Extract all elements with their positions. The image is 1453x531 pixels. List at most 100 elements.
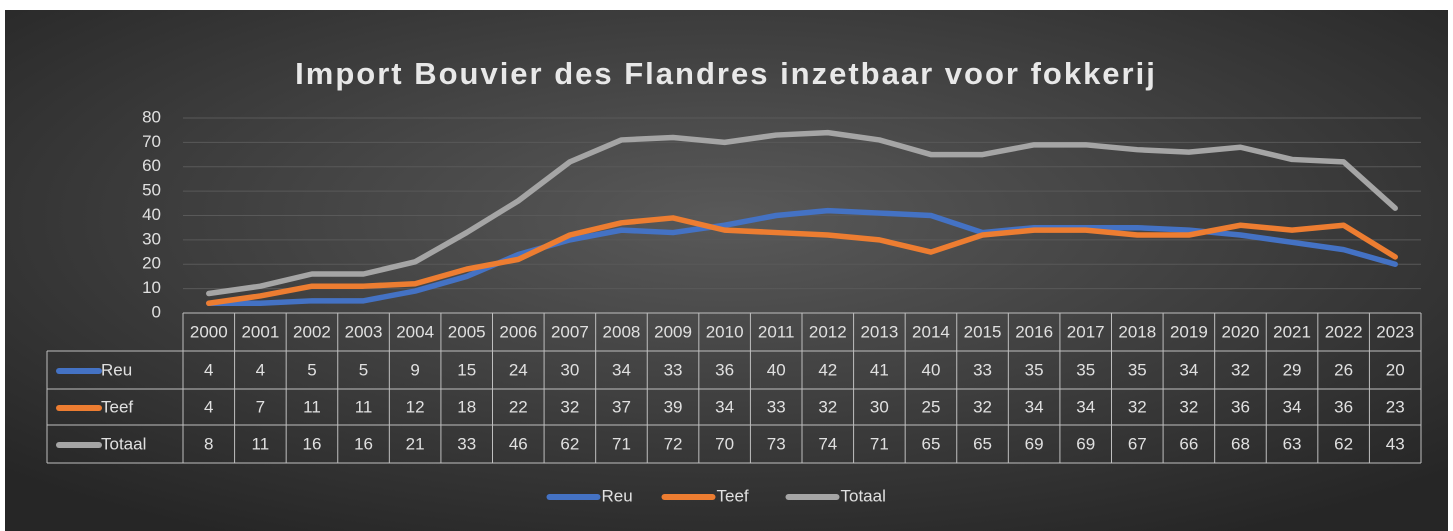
table-row-label: Teef	[101, 397, 133, 416]
table-cell: 33	[767, 397, 786, 416]
table-cell: 34	[612, 360, 631, 379]
table-cell: 5	[359, 360, 368, 379]
table-cell: 34	[1179, 360, 1198, 379]
table-cell: 32	[1128, 397, 1147, 416]
table-row-label: Reu	[101, 360, 132, 379]
x-tick-label: 2021	[1273, 322, 1311, 341]
table-cell: 62	[1334, 434, 1353, 453]
table-cell: 30	[560, 360, 579, 379]
table-row-label: Totaal	[101, 434, 146, 453]
table-cell: 26	[1334, 360, 1353, 379]
legend-label: Reu	[602, 486, 633, 505]
x-tick-label: 2011	[758, 322, 795, 341]
table-cell: 4	[204, 360, 213, 379]
legend-label: Totaal	[841, 486, 886, 505]
table-cell: 32	[560, 397, 579, 416]
table-cell: 32	[973, 397, 992, 416]
table-cell: 5	[307, 360, 316, 379]
table-cell: 21	[406, 434, 425, 453]
x-tick-label: 2002	[293, 322, 331, 341]
y-tick-label: 50	[142, 181, 161, 200]
table-cell: 15	[457, 360, 476, 379]
table-cell: 34	[1076, 397, 1095, 416]
table-cell: 73	[767, 434, 786, 453]
table-cell: 40	[767, 360, 786, 379]
table-cell: 36	[715, 360, 734, 379]
table-cell: 4	[256, 360, 265, 379]
table-cell: 11	[303, 397, 321, 416]
series-line	[206, 215, 1398, 306]
table-cell: 41	[870, 360, 889, 379]
table-cell: 70	[715, 434, 734, 453]
table-cell: 46	[509, 434, 528, 453]
table-cell: 32	[1231, 360, 1250, 379]
table-cell: 33	[664, 360, 683, 379]
x-tick-label: 2022	[1325, 322, 1363, 341]
table-cell: 7	[256, 397, 265, 416]
table-cell: 22	[509, 397, 528, 416]
table-cell: 69	[1076, 434, 1095, 453]
x-tick-label: 2015	[964, 322, 1002, 341]
x-tick-label: 2010	[706, 322, 744, 341]
table-cell: 65	[921, 434, 940, 453]
table-cell: 62	[560, 434, 579, 453]
table-cell: 16	[354, 434, 373, 453]
table-cell: 32	[1179, 397, 1198, 416]
x-tick-label: 2017	[1067, 322, 1105, 341]
table-cell: 35	[1076, 360, 1095, 379]
table-cell: 74	[818, 434, 837, 453]
table-cell: 8	[204, 434, 213, 453]
table-cell: 29	[1283, 360, 1302, 379]
y-tick-label: 60	[142, 156, 161, 175]
table-cell: 12	[406, 397, 425, 416]
table-cell: 39	[664, 397, 683, 416]
table-cell: 20	[1386, 360, 1405, 379]
table-cell: 35	[1128, 360, 1147, 379]
table-cell: 65	[973, 434, 992, 453]
table-cell: 33	[973, 360, 992, 379]
table-cell: 40	[921, 360, 940, 379]
table-cell: 71	[870, 434, 889, 453]
x-tick-label: 2013	[860, 322, 898, 341]
x-tick-label: 2016	[1015, 322, 1053, 341]
x-tick-label: 2005	[448, 322, 486, 341]
table-cell: 43	[1386, 434, 1405, 453]
table-cell: 63	[1283, 434, 1302, 453]
x-tick-label: 2004	[396, 322, 434, 341]
x-tick-label: 2009	[654, 322, 692, 341]
table-cell: 66	[1179, 434, 1198, 453]
table-cell: 11	[355, 397, 373, 416]
table-cell: 67	[1128, 434, 1147, 453]
table-cell: 71	[612, 434, 631, 453]
x-tick-label: 2018	[1118, 322, 1156, 341]
y-tick-label: 80	[142, 107, 161, 126]
table-cell: 36	[1231, 397, 1250, 416]
x-tick-label: 2003	[345, 322, 383, 341]
table-cell: 11	[252, 434, 270, 453]
x-tick-label: 2001	[241, 322, 279, 341]
table-cell: 34	[715, 397, 734, 416]
x-tick-label: 2023	[1376, 322, 1414, 341]
x-tick-label: 2007	[551, 322, 589, 341]
table-cell: 9	[410, 360, 419, 379]
x-tick-label: 2000	[190, 322, 228, 341]
table-cell: 35	[1025, 360, 1044, 379]
y-tick-label: 70	[142, 132, 161, 151]
x-tick-label: 2008	[603, 322, 641, 341]
series-line	[206, 129, 1398, 297]
table-cell: 30	[870, 397, 889, 416]
chart-background	[5, 10, 1448, 531]
table-cell: 68	[1231, 434, 1250, 453]
table-cell: 42	[818, 360, 837, 379]
x-tick-label: 2014	[912, 322, 950, 341]
y-tick-label: 20	[142, 254, 161, 273]
x-tick-label: 2006	[499, 322, 537, 341]
chart-title: Import Bouvier des Flandres inzetbaar vo…	[295, 56, 1157, 91]
table-cell: 69	[1025, 434, 1044, 453]
table-cell: 36	[1334, 397, 1353, 416]
table-cell: 24	[509, 360, 528, 379]
table-cell: 37	[612, 397, 631, 416]
table-cell: 33	[457, 434, 476, 453]
y-tick-label: 40	[142, 205, 161, 224]
